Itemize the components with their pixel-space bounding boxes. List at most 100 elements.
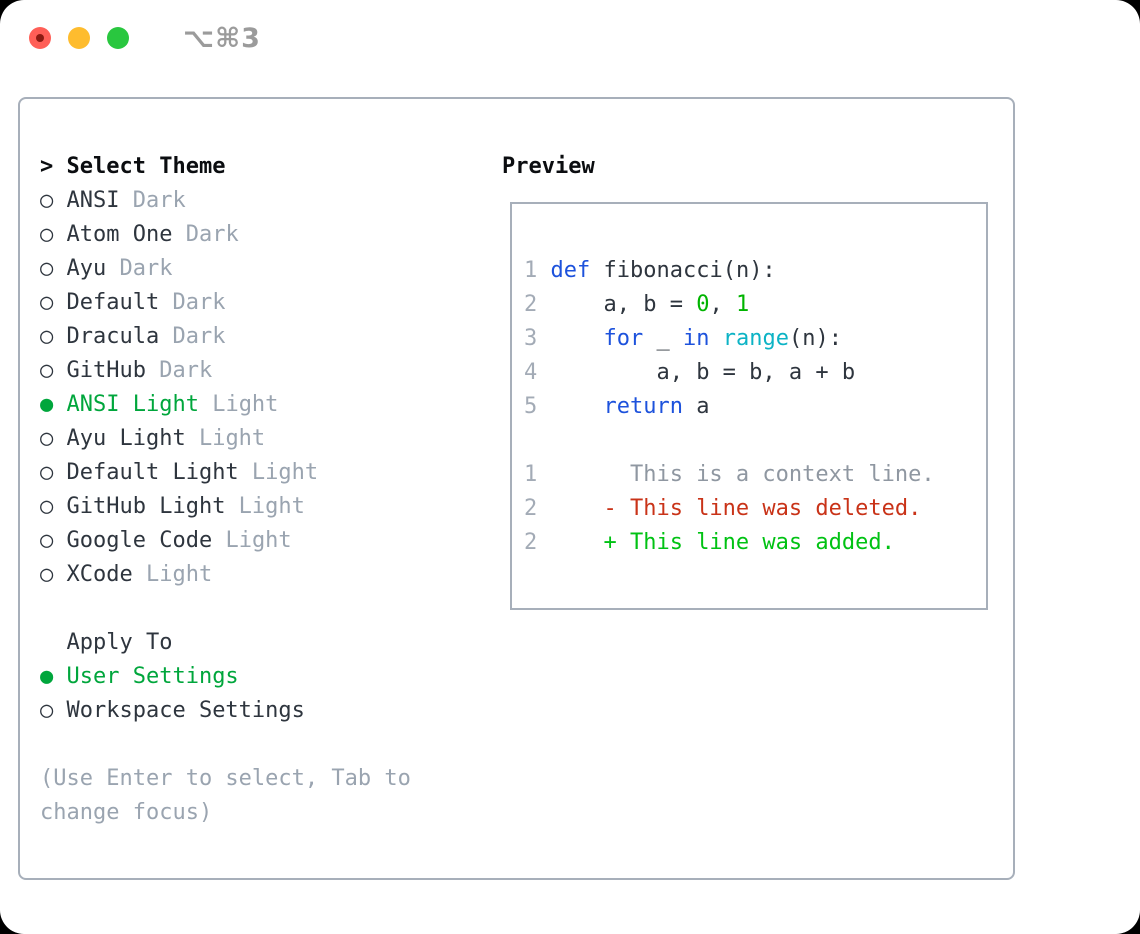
code-line: 1 def fibonacci(n):	[524, 254, 976, 288]
option-label: GitHub	[53, 358, 146, 383]
apply-to-option[interactable]: ● User Settings	[40, 660, 480, 694]
option-label: User Settings	[53, 664, 239, 689]
code-segment: 2	[524, 292, 538, 317]
code-segment: 3	[524, 326, 538, 351]
radio-icon: ○	[40, 256, 54, 281]
theme-option[interactable]: ○ ANSI Dark	[40, 184, 480, 218]
select-theme-title: Select Theme	[66, 154, 226, 179]
option-label: GitHub Light	[53, 494, 226, 519]
theme-option[interactable]: ○ XCode Light	[40, 558, 480, 592]
zoom-button[interactable]	[107, 27, 129, 49]
apply-to-header: Apply To	[40, 626, 480, 660]
theme-option[interactable]: ● ANSI Light Light	[40, 388, 480, 422]
option-variant-label: Light	[225, 494, 305, 519]
code-segment: 1	[524, 258, 538, 283]
code-line: 4 a, b = b, a + b	[524, 356, 976, 390]
code-segment: (n):	[788, 326, 842, 351]
titlebar: ⌥⌘3	[29, 23, 261, 54]
code-segment: range	[722, 326, 789, 351]
option-label: ANSI	[53, 188, 120, 213]
apply-to-title: Apply To	[66, 630, 173, 655]
code-segment: return	[603, 394, 683, 419]
option-variant-label: Dark	[145, 358, 213, 383]
code-segment: 5	[524, 394, 538, 419]
code-line: 5 return a	[524, 390, 976, 424]
code-segment: 4	[524, 360, 538, 385]
code-segment	[709, 326, 722, 351]
option-label: Default Light	[53, 460, 239, 485]
code-segment: 2	[524, 530, 538, 555]
option-label: Workspace Settings	[53, 698, 305, 723]
code-segment: def	[550, 258, 591, 283]
code-segment	[537, 394, 603, 419]
code-segment: ,	[709, 292, 736, 317]
code-segment: 1	[735, 292, 750, 317]
option-label: Ayu Light	[53, 426, 186, 451]
option-label: ANSI Light	[53, 392, 199, 417]
theme-option[interactable]: ○ Dracula Dark	[40, 320, 480, 354]
option-variant-label: Light	[185, 426, 266, 451]
code-line: 2 + This line was added.	[524, 526, 976, 560]
theme-option[interactable]: ○ Google Code Light	[40, 524, 480, 558]
code-line: 1 This is a context line.	[524, 458, 976, 492]
code-segment: 0	[696, 292, 710, 317]
apply-to-list: ● User Settings ○ Workspace Settings	[40, 660, 480, 728]
theme-option[interactable]: ○ Ayu Light Light	[40, 422, 480, 456]
option-variant-label: Dark	[172, 222, 239, 247]
radio-selected-icon: ●	[40, 392, 54, 417]
theme-option[interactable]: ○ Default Light Light	[40, 456, 480, 490]
radio-icon: ○	[40, 698, 54, 723]
theme-form: > Select Theme ○ ANSI Dark ○ Atom One Dar…	[40, 150, 480, 830]
code-segment: 2	[524, 496, 538, 521]
option-label: Google Code	[53, 528, 213, 553]
preview-title: Preview	[502, 154, 595, 179]
cursor-icon: >	[40, 154, 54, 179]
radio-icon: ○	[40, 290, 54, 315]
theme-option[interactable]: ○ Atom One Dark	[40, 218, 480, 252]
code-segment	[537, 326, 603, 351]
help-text: (Use Enter to select, Tab to change focu…	[40, 766, 411, 825]
option-variant-label: Dark	[159, 290, 226, 315]
code-segment	[537, 258, 550, 283]
radio-selected-icon: ●	[40, 664, 54, 689]
code-segment: for	[603, 326, 644, 351]
option-label: XCode	[53, 562, 133, 587]
option-variant-label: Dark	[159, 324, 226, 349]
blank-line	[524, 424, 976, 458]
radio-icon: ○	[40, 528, 54, 553]
radio-icon: ○	[40, 426, 54, 451]
option-variant-label: Dark	[106, 256, 173, 281]
spacer	[40, 592, 480, 626]
radio-icon: ○	[40, 562, 54, 587]
code-segment: - This line was deleted.	[537, 496, 922, 521]
select-theme-header: > Select Theme	[40, 150, 480, 184]
option-label: Default	[53, 290, 160, 315]
minimize-button[interactable]	[68, 27, 90, 49]
option-variant-label: Light	[212, 528, 292, 553]
theme-option[interactable]: ○ GitHub Light Light	[40, 490, 480, 524]
radio-icon: ○	[40, 188, 54, 213]
main-panel: > Select Theme ○ ANSI Dark ○ Atom One Dar…	[18, 97, 1015, 880]
option-label: Ayu	[53, 256, 107, 281]
window-title: ⌥⌘3	[183, 22, 261, 54]
code-segment: fibonacci(n):	[590, 258, 776, 283]
radio-icon: ○	[40, 324, 54, 349]
option-label: Dracula	[53, 324, 160, 349]
code-segment: in	[682, 326, 710, 351]
spacer	[40, 728, 480, 762]
radio-icon: ○	[40, 358, 54, 383]
close-button[interactable]	[29, 27, 51, 49]
code-segment: a	[682, 394, 710, 419]
code-segment: This is a context line.	[537, 462, 935, 487]
apply-to-option[interactable]: ○ Workspace Settings	[40, 694, 480, 728]
option-variant-label: Light	[132, 562, 213, 587]
code-segment: _	[643, 326, 683, 351]
code-line: 2 a, b = 0, 1	[524, 288, 976, 322]
theme-option[interactable]: ○ Default Dark	[40, 286, 480, 320]
theme-option[interactable]: ○ GitHub Dark	[40, 354, 480, 388]
theme-option[interactable]: ○ Ayu Dark	[40, 252, 480, 286]
option-label: Atom One	[53, 222, 173, 247]
